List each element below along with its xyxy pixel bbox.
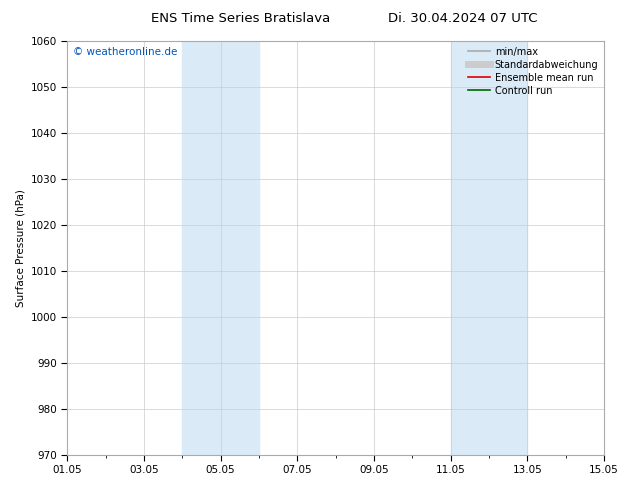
- Text: Di. 30.04.2024 07 UTC: Di. 30.04.2024 07 UTC: [388, 12, 538, 25]
- Bar: [451, 41, 527, 455]
- Text: ENS Time Series Bratislava: ENS Time Series Bratislava: [152, 12, 330, 25]
- Legend: min/max, Standardabweichung, Ensemble mean run, Controll run: min/max, Standardabweichung, Ensemble me…: [465, 43, 602, 99]
- Text: © weatheronline.de: © weatheronline.de: [72, 47, 177, 57]
- Bar: [182, 41, 259, 455]
- Y-axis label: Surface Pressure (hPa): Surface Pressure (hPa): [15, 189, 25, 307]
